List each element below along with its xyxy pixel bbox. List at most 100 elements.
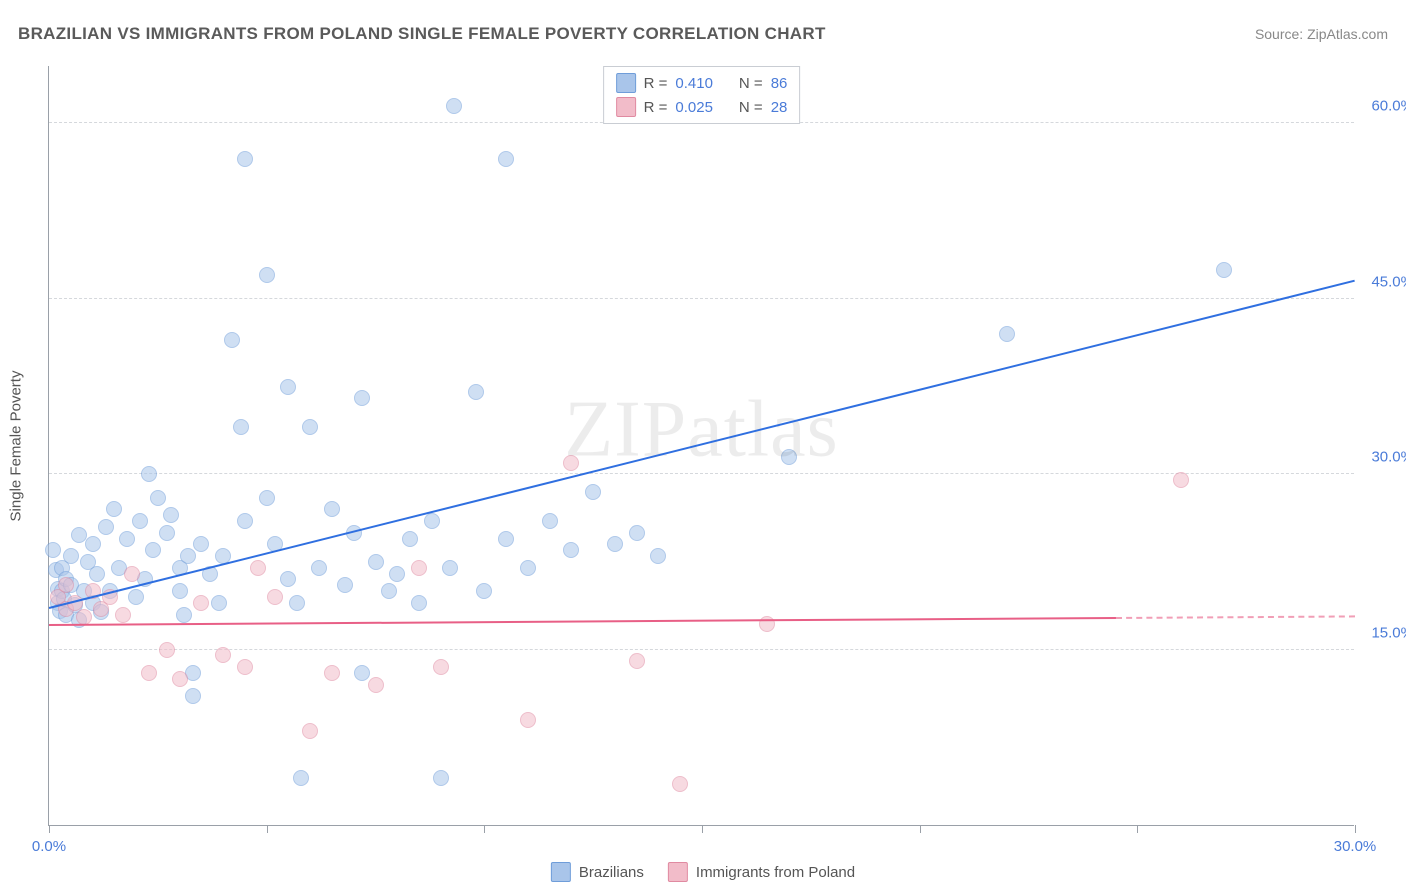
x-tick — [49, 825, 50, 833]
gridline — [49, 298, 1354, 299]
data-point — [267, 589, 283, 605]
data-point — [106, 501, 122, 517]
data-point — [132, 513, 148, 529]
data-point — [211, 595, 227, 611]
data-point — [293, 770, 309, 786]
data-point — [411, 595, 427, 611]
data-point — [237, 513, 253, 529]
data-point — [311, 560, 327, 576]
data-point — [433, 770, 449, 786]
stat-n-label: N = — [739, 75, 763, 92]
watermark: ZIPatlas — [564, 385, 839, 476]
data-point — [468, 384, 484, 400]
stat-r-label: R = — [644, 75, 668, 92]
x-tick — [1355, 825, 1356, 833]
data-point — [159, 642, 175, 658]
data-point — [498, 531, 514, 547]
y-tick-label: 15.0% — [1371, 624, 1406, 641]
data-point — [368, 677, 384, 693]
data-point — [115, 607, 131, 623]
y-tick-label: 30.0% — [1371, 449, 1406, 466]
data-point — [259, 490, 275, 506]
stat-r-value: 0.025 — [675, 99, 713, 116]
data-point — [585, 484, 601, 500]
y-tick-label: 45.0% — [1371, 273, 1406, 290]
data-point — [180, 548, 196, 564]
data-point — [89, 566, 105, 582]
x-tick-label: 0.0% — [32, 838, 66, 855]
data-point — [259, 267, 275, 283]
x-tick — [267, 825, 268, 833]
stat-n-value: 86 — [771, 75, 788, 92]
data-point — [354, 390, 370, 406]
data-point — [176, 607, 192, 623]
data-point — [411, 560, 427, 576]
data-point — [98, 519, 114, 535]
source-label: Source: ZipAtlas.com — [1255, 26, 1388, 42]
data-point — [58, 577, 74, 593]
data-point — [302, 723, 318, 739]
data-point — [1216, 262, 1232, 278]
data-point — [163, 507, 179, 523]
data-point — [45, 542, 61, 558]
data-point — [159, 525, 175, 541]
stat-r-label: R = — [644, 99, 668, 116]
x-tick — [1137, 825, 1138, 833]
data-point — [629, 525, 645, 541]
data-point — [354, 665, 370, 681]
data-point — [402, 531, 418, 547]
data-point — [337, 577, 353, 593]
gridline — [49, 473, 1354, 474]
stat-r-value: 0.410 — [675, 75, 713, 92]
legend-swatch — [551, 862, 571, 882]
trend-line — [49, 279, 1355, 608]
data-point — [63, 548, 79, 564]
legend-label: Brazilians — [579, 864, 644, 881]
data-point — [224, 332, 240, 348]
data-point — [650, 548, 666, 564]
data-point — [520, 560, 536, 576]
stat-n-label: N = — [739, 99, 763, 116]
data-point — [193, 536, 209, 552]
legend-item: Brazilians — [551, 862, 644, 882]
data-point — [672, 776, 688, 792]
data-point — [124, 566, 140, 582]
data-point — [433, 659, 449, 675]
legend-swatch — [616, 73, 636, 93]
data-point — [128, 589, 144, 605]
legend-swatch — [616, 97, 636, 117]
data-point — [999, 326, 1015, 342]
data-point — [424, 513, 440, 529]
gridline — [49, 649, 1354, 650]
data-point — [172, 671, 188, 687]
data-point — [119, 531, 135, 547]
data-point — [446, 98, 462, 114]
legend-series: Brazilians Immigrants from Poland — [551, 862, 855, 882]
data-point — [250, 560, 266, 576]
chart-title: BRAZILIAN VS IMMIGRANTS FROM POLAND SING… — [18, 24, 826, 44]
data-point — [280, 571, 296, 587]
data-point — [237, 659, 253, 675]
data-point — [289, 595, 305, 611]
data-point — [280, 379, 296, 395]
legend-stats-row: R =0.025N =28 — [616, 95, 788, 119]
data-point — [498, 151, 514, 167]
data-point — [389, 566, 405, 582]
legend-stats-row: R = 0.410 N = 86 — [616, 71, 788, 95]
data-point — [141, 466, 157, 482]
legend-item: Immigrants from Poland — [668, 862, 855, 882]
data-point — [563, 542, 579, 558]
data-point — [563, 455, 579, 471]
trend-line — [49, 617, 1116, 626]
data-point — [141, 665, 157, 681]
x-tick — [484, 825, 485, 833]
data-point — [193, 595, 209, 611]
data-point — [381, 583, 397, 599]
data-point — [302, 419, 318, 435]
data-point — [368, 554, 384, 570]
data-point — [629, 653, 645, 669]
data-point — [150, 490, 166, 506]
data-point — [1173, 472, 1189, 488]
data-point — [76, 609, 92, 625]
data-point — [85, 536, 101, 552]
